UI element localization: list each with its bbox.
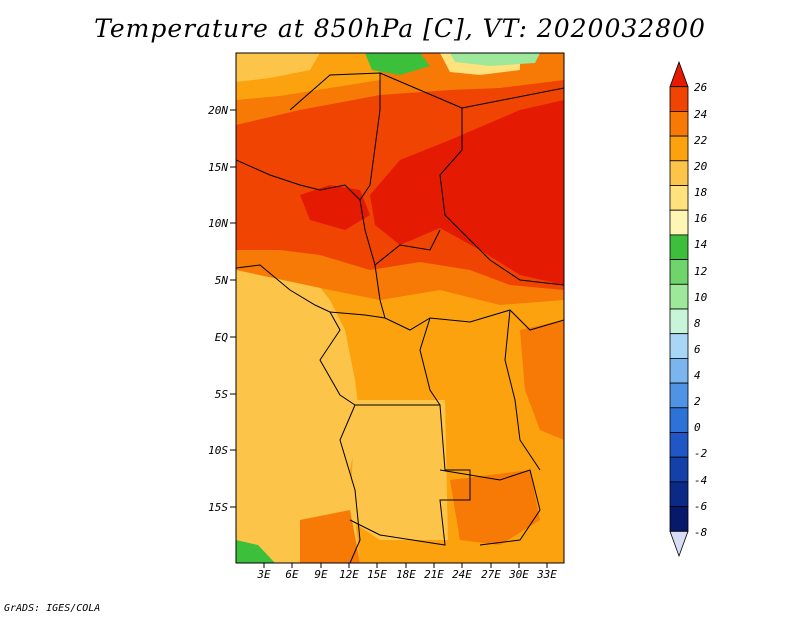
lon-label: 21E: [424, 568, 444, 581]
colorbar-segment: [669, 234, 689, 260]
colorbar-label: 8: [694, 317, 701, 330]
lat-label: 5N: [215, 274, 229, 287]
lon-label: 12E: [339, 568, 359, 581]
colorbar-segment: [669, 456, 689, 483]
colorbar-segment: [669, 135, 689, 162]
map-frame: [235, 52, 565, 564]
colorbar-label: -6: [694, 500, 708, 513]
lat-label: EQ: [215, 331, 229, 344]
lat-label: 15N: [208, 161, 228, 174]
colorbar-label: 4: [694, 369, 701, 382]
lon-label: 3E: [256, 568, 271, 581]
colorbar-arrow-top: [669, 60, 689, 88]
lat-label: 15S: [208, 501, 228, 514]
lon-label: 33E: [536, 568, 557, 581]
colorbar-segment: [669, 357, 689, 384]
colorbar-label: 26: [694, 81, 708, 94]
lon-label: 9E: [314, 568, 328, 581]
lat-label: 20N: [208, 104, 228, 117]
temperature-field: [236, 53, 564, 563]
lon-label: 15E: [367, 568, 387, 581]
colorbar-segment: [669, 333, 689, 359]
footer-credit: GrADS: IGES/COLA: [4, 603, 101, 614]
country-borders: [236, 72, 564, 563]
colorbar-label: 20: [694, 160, 708, 173]
colorbar-label: 12: [694, 265, 708, 278]
colorbar-segment: [669, 86, 689, 112]
lat-label: 10N: [208, 217, 228, 230]
colorbar-label: -4: [694, 474, 707, 487]
axis-ticks: [230, 109, 548, 568]
colorbar-label: 6: [694, 343, 701, 356]
colorbar-segment: [669, 111, 689, 137]
lon-labels: 3E 6E 9E 12E 15E 18E 21E 24E 27E 30E 33E: [256, 568, 557, 581]
lat-label: 10S: [208, 444, 228, 457]
colorbar-label: -2: [694, 447, 708, 460]
colorbar-label: 18: [694, 186, 708, 199]
colorbar-labels: 26 24 22 20 18 16 14 12 10 8 6 4 2 0 -2 …: [694, 81, 708, 539]
colorbar-label: 2: [694, 395, 701, 408]
colorbar-segment: [669, 308, 689, 335]
colorbar-label: 10: [694, 291, 708, 304]
colorbar-label: 22: [694, 134, 708, 147]
colorbar-segment: [669, 283, 689, 310]
colorbar-segment: [669, 432, 689, 458]
colorbar-segment: [669, 259, 689, 285]
colorbar-label: -8: [694, 526, 708, 539]
colorbar: [669, 60, 689, 558]
colorbar-segment: [669, 407, 689, 433]
colorbar-label: 14: [694, 238, 707, 251]
lon-label: 27E: [481, 568, 501, 581]
lon-label: 6E: [285, 568, 299, 581]
colorbar-segment: [669, 382, 689, 409]
lon-label: 24E: [452, 568, 472, 581]
lat-label: 5S: [215, 388, 229, 401]
colorbar-segment: [669, 506, 689, 532]
colorbar-segment: [669, 481, 689, 507]
colorbar-label: 0: [694, 421, 701, 434]
colorbar-segment: [669, 185, 689, 211]
colorbar-label: 16: [694, 212, 708, 225]
lon-label: 30E: [508, 568, 529, 581]
colorbar-segment: [669, 209, 689, 236]
colorbar-segment: [669, 160, 689, 186]
lat-labels: 20N 15N 10N 5N EQ 5S 10S 15S: [208, 104, 228, 514]
lon-label: 18E: [396, 568, 416, 581]
colorbar-arrow-bottom: [669, 530, 689, 558]
chart-title: Temperature at 850hPa [C], VT: 202003280…: [94, 14, 706, 43]
colorbar-label: 24: [694, 108, 707, 121]
